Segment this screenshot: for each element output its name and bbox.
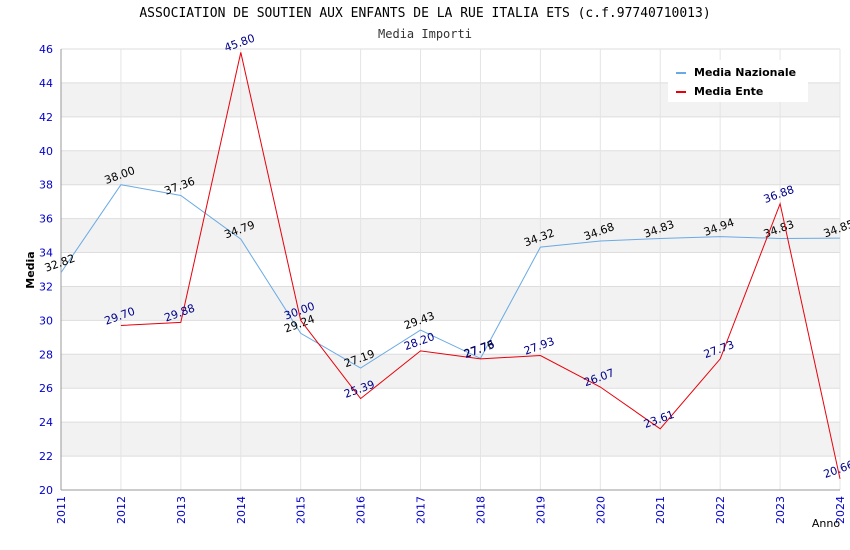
x-tick-label: 2011 <box>55 496 68 524</box>
series-line-1 <box>120 52 841 479</box>
y-tick-label: 40 <box>39 145 53 158</box>
y-tick-label: 24 <box>39 416 53 429</box>
y-tick-label: 34 <box>39 247 53 260</box>
x-tick-label: 2024 <box>834 496 847 524</box>
x-axis-title: Anno <box>812 517 840 530</box>
data-label: 36.88 <box>762 183 796 206</box>
chart-subtitle: Media Importi <box>378 27 472 41</box>
data-label: 28.20 <box>402 330 436 353</box>
y-tick-label: 28 <box>39 348 53 361</box>
grid-band <box>61 422 840 457</box>
grid-band <box>61 150 840 185</box>
data-label: 45.80 <box>223 32 257 55</box>
x-tick-label: 2023 <box>774 496 787 524</box>
x-tick-label: 2013 <box>175 496 188 524</box>
x-tick-label: 2014 <box>235 496 248 524</box>
x-tick-label: 2022 <box>714 496 727 524</box>
y-tick-label: 46 <box>39 43 53 56</box>
y-tick-label: 32 <box>39 280 53 293</box>
x-tick-label: 2015 <box>295 496 308 524</box>
y-tick-label: 26 <box>39 382 53 395</box>
chart-title: ASSOCIATION DE SOUTIEN AUX ENFANTS DE LA… <box>139 6 711 21</box>
y-tick-label: 44 <box>39 77 53 90</box>
x-tick-label: 2012 <box>115 496 128 524</box>
y-tick-label: 38 <box>39 179 53 192</box>
grid-band <box>61 218 840 253</box>
legend-label: Media Nazionale <box>694 66 796 79</box>
x-tick-label: 2021 <box>654 496 667 524</box>
x-tick-label: 2016 <box>355 496 368 524</box>
y-tick-label: 30 <box>39 314 53 327</box>
legend-label: Media Ente <box>694 85 763 98</box>
y-axis-title: Media <box>24 251 37 288</box>
x-tick-label: 2017 <box>415 496 428 524</box>
series-line-0 <box>60 184 841 369</box>
x-tick-label: 2018 <box>474 496 487 524</box>
y-tick-label: 22 <box>39 450 53 463</box>
grid-band <box>61 354 840 389</box>
grid-band <box>61 286 840 321</box>
x-tick-label: 2019 <box>534 496 547 524</box>
x-tick-label: 2020 <box>594 496 607 524</box>
y-tick-label: 36 <box>39 213 53 226</box>
y-tick-label: 20 <box>39 484 53 497</box>
y-tick-label: 42 <box>39 111 53 124</box>
legend-box <box>668 60 808 102</box>
